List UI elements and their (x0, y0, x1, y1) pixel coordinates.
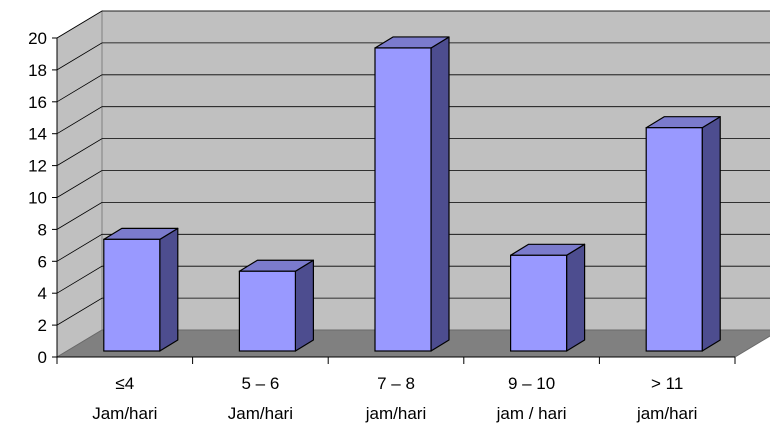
gridline (56, 170, 770, 198)
gridline (56, 10, 770, 39)
y-tick-label: 4 (38, 284, 47, 303)
x-tick-label: > 11 jam/hari (636, 374, 697, 423)
y-tick-label: 12 (28, 157, 47, 176)
bar-front (238, 270, 296, 352)
bar-side (294, 259, 314, 352)
gridlines (56, 10, 770, 326)
bar-front (645, 127, 703, 352)
y-tick-label: 2 (38, 316, 47, 335)
bar-side (430, 36, 450, 352)
bar (510, 243, 586, 352)
bar-front (374, 47, 432, 352)
y-tick-label: 8 (38, 220, 47, 239)
x-tick-label: 7 – 8 jam/hari (365, 374, 426, 423)
x-axis-labels: ≤4 Jam/hari 5 – 6 Jam/hari 7 – 8 jam/hari 9 – … (92, 374, 697, 423)
x-tick-label: ≤4 Jam/hari (92, 374, 157, 423)
bar-front (510, 254, 568, 352)
bar (645, 116, 721, 352)
gridline (56, 74, 770, 103)
gridline (56, 233, 770, 262)
y-tick-label: 6 (38, 252, 47, 271)
gridline (56, 106, 770, 135)
y-tick-label: 20 (28, 29, 47, 48)
bar-side (159, 227, 179, 352)
bar (374, 36, 450, 352)
gridline (56, 201, 770, 230)
bar (103, 227, 179, 352)
y-tick-label: 10 (28, 189, 47, 208)
x-tick-label: 9 – 10 jam / hari (496, 374, 567, 423)
x-tick-label: 5 – 6 Jam/hari (228, 374, 293, 423)
y-tick-label: 18 (28, 61, 47, 80)
y-tick-label: 0 (38, 348, 47, 367)
bar (238, 259, 314, 352)
bar-side (565, 243, 586, 352)
gridline (56, 138, 770, 166)
y-tick-label: 16 (28, 93, 47, 112)
gridline (56, 42, 770, 71)
bars (103, 36, 721, 352)
bar-front (103, 238, 161, 352)
y-tick-label: 14 (28, 125, 47, 144)
y-axis-ticks: 0 2 4 6 8 10 12 14 16 18 20 (28, 29, 57, 367)
bar-side (701, 116, 721, 352)
